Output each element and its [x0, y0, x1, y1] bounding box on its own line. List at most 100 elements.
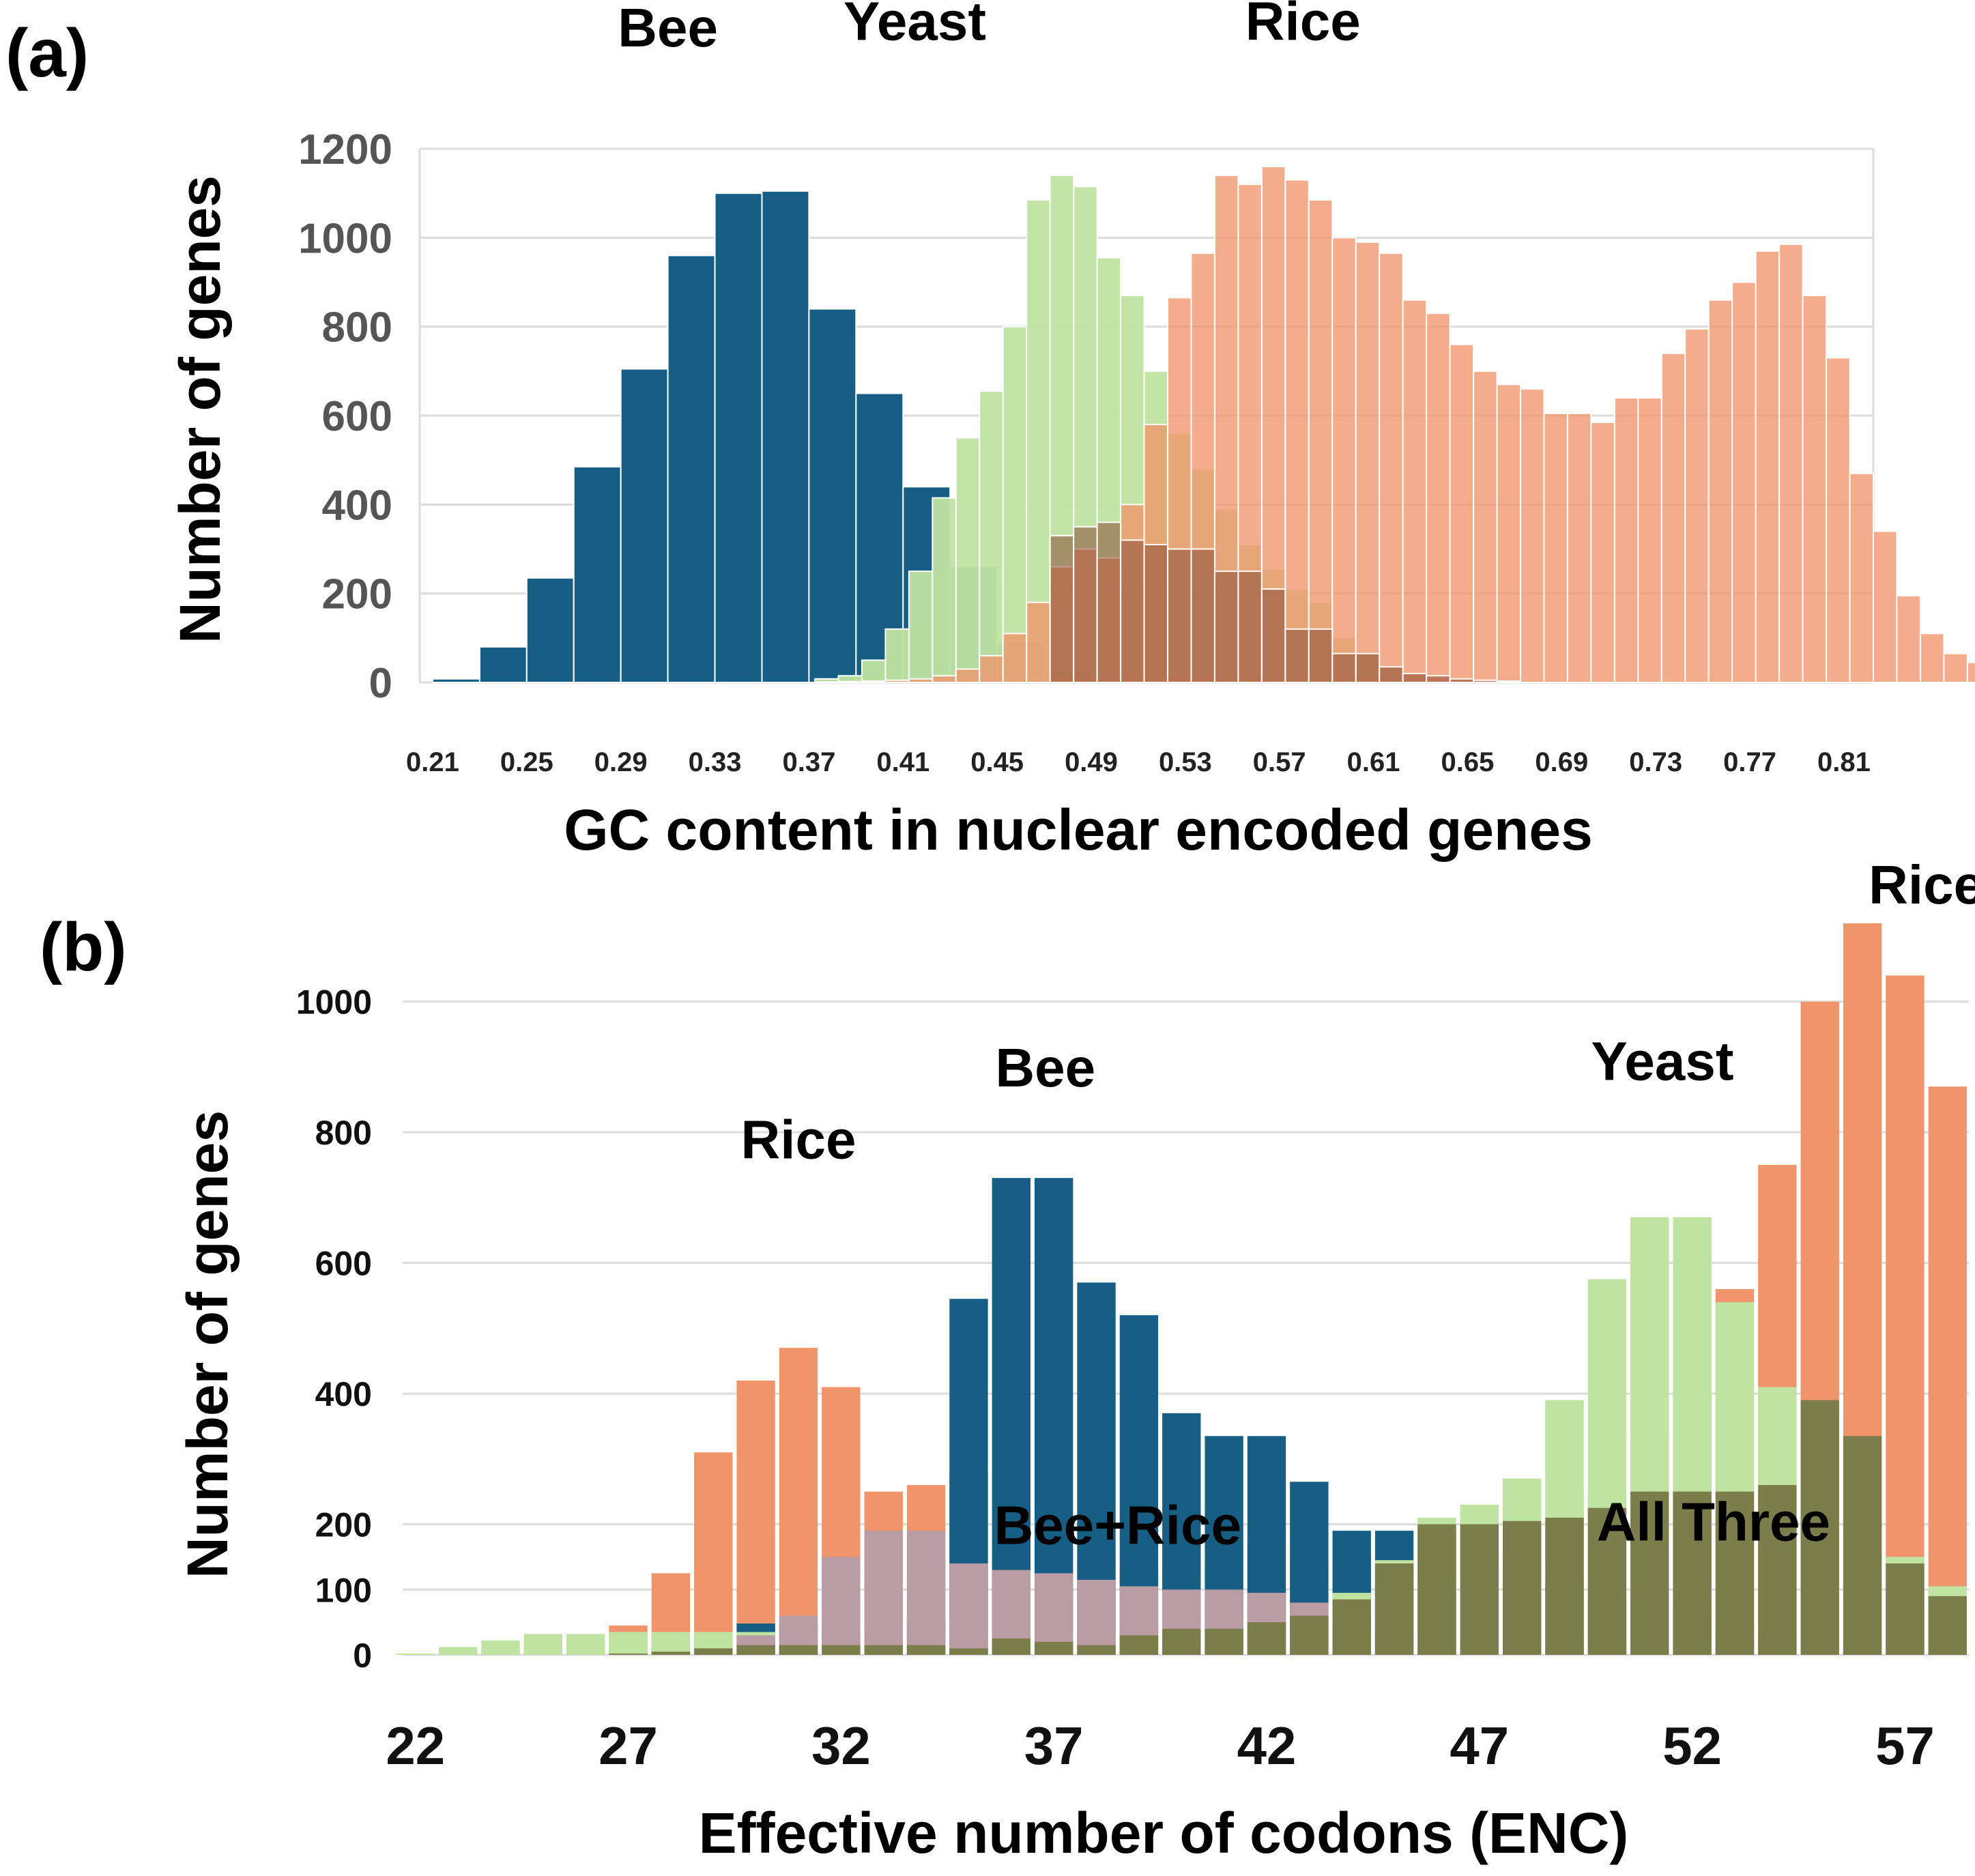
- panel-b-y-tick-label: 100: [315, 1571, 372, 1609]
- panel-b-bar-all-three: [736, 1645, 775, 1655]
- panel-a-bar-bee-rice: [1049, 534, 1075, 684]
- panel-b-bar-rice: [1928, 1086, 1967, 1655]
- panel-a-bar-rice: [908, 678, 934, 684]
- panel-b-bar-bee-rice: [906, 1531, 946, 1655]
- panel-b-label-rice: Rice: [1869, 854, 1975, 915]
- panel-a-y-tick-label: 1200: [298, 126, 392, 173]
- panel-a-bar-rice: [1473, 370, 1498, 683]
- panel-b-x-tick-label: 57: [1875, 1716, 1935, 1776]
- panel-b-bar-all-three: [1886, 1563, 1924, 1655]
- panel-b-bar-all-three: [1843, 1436, 1882, 1655]
- panel-a-bar-bee: [431, 678, 480, 684]
- panel-b-bar-bee-rice: [822, 1557, 861, 1655]
- panel-b-bar-yeast: [481, 1640, 520, 1655]
- panel-b-bar-yeast: [523, 1634, 562, 1655]
- panel-a-bar-bee: [573, 465, 622, 683]
- panel-b-x-tick-label: 42: [1237, 1716, 1297, 1776]
- panel-a-bar-bee-rice: [1167, 548, 1192, 683]
- panel-a-x-axis-title: GC content in nuclear encoded genes: [564, 798, 1593, 862]
- panel-a-tag: (a): [5, 15, 89, 91]
- panel-a-x-tick-label: 0.69: [1535, 747, 1588, 777]
- panel-a-bar-bee-rice: [1473, 679, 1498, 683]
- panel-b-bar-yeast: [566, 1634, 605, 1655]
- panel-a-bar-yeast: [861, 659, 886, 684]
- panel-b-y-tick-label: 200: [315, 1506, 372, 1544]
- panel-a-bar-rice: [1426, 313, 1451, 684]
- panel-a-bar-bee-rice: [1073, 525, 1098, 684]
- panel-a-y-tick-label: 600: [322, 393, 392, 440]
- panel-b-bar-all-three: [864, 1645, 903, 1655]
- panel-a-bar-bee: [667, 255, 716, 683]
- panel-b-bar-all-three: [1205, 1628, 1243, 1655]
- panel-a-y-axis-title: Number of genes: [168, 175, 232, 644]
- panel-b-bar-all-three: [1545, 1517, 1584, 1655]
- panel-b-bar-all-three: [1374, 1563, 1414, 1655]
- panel-a-bar-bee-rice: [1402, 672, 1428, 684]
- panel-a-bar-rice: [1849, 472, 1874, 683]
- panel-a-x-tick-label: 0.29: [594, 747, 648, 777]
- panel-a-bar-rice: [1308, 199, 1334, 684]
- panel-b-bar-yeast: [609, 1632, 648, 1655]
- panel-a-bar-bee-rice: [1331, 652, 1357, 683]
- panel-b-tag: (b): [40, 909, 127, 985]
- panel-b-bar-bee-rice: [864, 1531, 903, 1655]
- panel-b-bar-rice: [779, 1348, 818, 1655]
- panel-a-bar-rice: [1543, 412, 1568, 683]
- panel-b-label-all-three: All Three: [1597, 1491, 1830, 1552]
- panel-b-bar-bee-rice: [1034, 1573, 1073, 1655]
- panel-b-bar-all-three: [1162, 1628, 1201, 1655]
- panel-a-bar-rice: [955, 668, 981, 684]
- panel-a-y-tick-label: 800: [322, 304, 392, 351]
- panel-b-x-axis-title: Effective number of codons (ENC): [699, 1801, 1629, 1865]
- panel-b-bar-all-three: [694, 1648, 733, 1655]
- panel-a-bar-bee-rice: [1120, 539, 1145, 684]
- panel-a-y-tick-label: 0: [369, 660, 392, 707]
- panel-a-bar-bee-rice: [1284, 628, 1310, 683]
- panel-b-bar-all-three: [1758, 1485, 1797, 1655]
- panel-b-x-tick-label: 47: [1450, 1716, 1509, 1776]
- panel-b-bar-all-three: [822, 1645, 861, 1655]
- panel-a-bar-yeast: [1002, 326, 1028, 683]
- panel-a-bar-rice: [1613, 396, 1639, 684]
- panel-a-bar-rice: [861, 680, 886, 683]
- panel-a-y-tick-label: 200: [322, 571, 392, 618]
- panel-a-bar-bee: [761, 190, 810, 683]
- panel-a-bar-bee-rice: [1308, 628, 1334, 683]
- panel-a-bar-bee-rice: [1190, 548, 1215, 683]
- panel-b-bar-rice: [736, 1380, 775, 1655]
- panel-a-label-rice: Rice: [1245, 0, 1361, 51]
- panel-b-bar-all-three: [609, 1654, 648, 1655]
- panel-b-y-tick-label: 400: [315, 1375, 372, 1413]
- panel-a-bar-rice: [1566, 412, 1592, 683]
- panel-b: (b) 0 100 200 400 600 800 1000 22 27 32 37 42 47 52 5…: [40, 854, 1975, 1865]
- panel-a-bar-rice: [1966, 661, 1975, 683]
- panel-a-x-tick-label: 0.61: [1347, 747, 1400, 777]
- panel-a-bar-bee-rice: [1143, 543, 1169, 683]
- panel-b-bar-all-three: [1673, 1491, 1712, 1655]
- panel-a-x-tick-label: 0.25: [500, 747, 553, 777]
- panel-a-bar-rice: [979, 654, 1004, 684]
- panel-a-bar-bee-rice: [1426, 675, 1451, 683]
- panel-a-bar-rice: [1826, 357, 1851, 683]
- panel-a-x-tick-label: 0.37: [782, 747, 835, 777]
- panel-b-bar-all-three: [1247, 1622, 1286, 1655]
- panel-a-bar-rice: [1755, 250, 1781, 683]
- panel-a-bar-yeast: [979, 390, 1004, 683]
- panel-b-y-tick-label: 800: [315, 1114, 372, 1152]
- panel-a-bar-rice: [1331, 237, 1357, 684]
- panel-a-x-tick-label: 0.57: [1253, 747, 1306, 777]
- panel-a-bar-bee-rice: [1213, 571, 1239, 683]
- panel-a-bar-bee-rice: [1260, 588, 1286, 684]
- panel-a-bar-bee-rice: [1096, 521, 1122, 684]
- panel-a-x-tick-label: 0.65: [1441, 747, 1495, 777]
- panel-b-bar-all-three: [1332, 1599, 1371, 1655]
- panel-b-bar-yeast: [651, 1632, 691, 1655]
- panel-a-bar-rice: [1496, 384, 1522, 684]
- panel-a-bar-rice: [1402, 299, 1428, 684]
- panel-b-bar-all-three: [1460, 1524, 1499, 1655]
- panel-a-bar-rice: [1896, 594, 1921, 683]
- panel-b-bar-all-three: [992, 1639, 1030, 1655]
- panel-b-x-tick-label: 32: [811, 1716, 871, 1776]
- panel-a-y-tick-label: 400: [322, 482, 392, 529]
